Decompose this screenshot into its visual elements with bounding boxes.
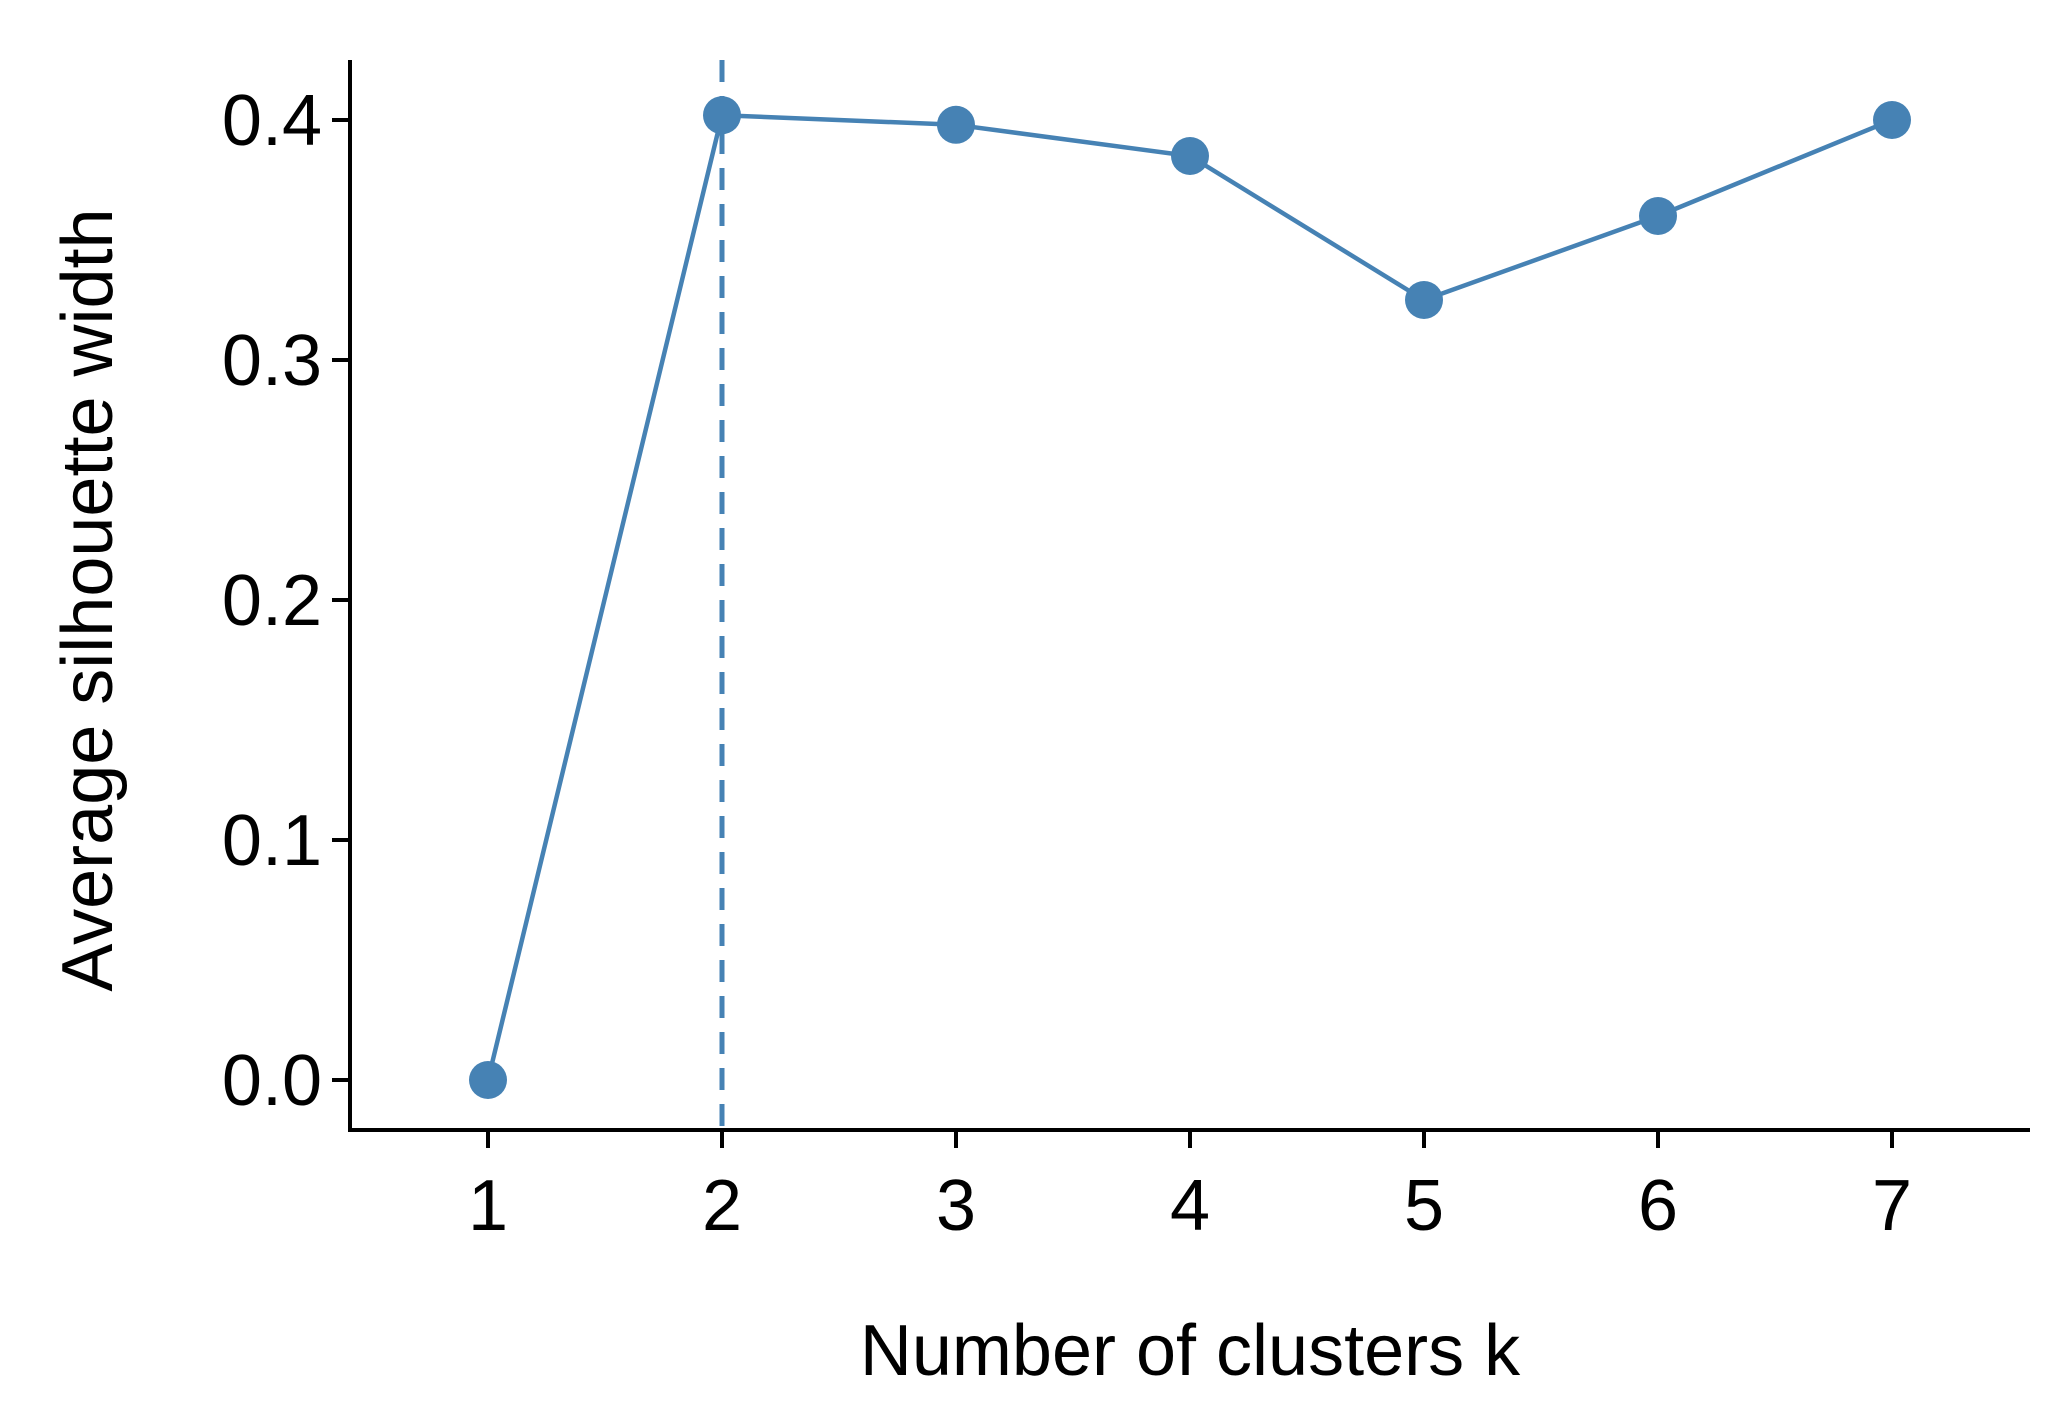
y-axis-title: Average silhouette width xyxy=(48,208,128,991)
y-tick-label: 0.0 xyxy=(222,1041,322,1121)
data-point xyxy=(703,96,741,135)
data-point xyxy=(1405,281,1443,319)
x-tick-label: 7 xyxy=(1872,1166,1912,1246)
y-tick-label: 0.3 xyxy=(222,321,322,401)
data-point xyxy=(1873,101,1911,139)
y-tick-label: 0.1 xyxy=(222,801,322,881)
y-tick-label: 0.4 xyxy=(222,81,322,161)
data-point xyxy=(1171,137,1209,175)
x-tick-label: 4 xyxy=(1170,1166,1210,1246)
plot-area xyxy=(469,60,1911,1130)
axes: 0.0 0.1 0.2 0.3 0.4 1 2 3 4 5 6 7 xyxy=(222,60,2030,1246)
y-tick-label: 0.2 xyxy=(222,561,322,641)
x-tick-label: 6 xyxy=(1638,1166,1678,1246)
x-axis-title: Number of clusters k xyxy=(860,1311,1521,1391)
data-point xyxy=(469,1061,507,1099)
x-tick-label: 1 xyxy=(468,1166,508,1246)
data-point xyxy=(1639,197,1677,235)
data-point xyxy=(937,105,975,144)
x-tick-label: 2 xyxy=(702,1166,742,1246)
series-line xyxy=(485,112,1893,1081)
x-tick-label: 5 xyxy=(1404,1166,1444,1246)
x-tick-label: 3 xyxy=(936,1166,976,1246)
